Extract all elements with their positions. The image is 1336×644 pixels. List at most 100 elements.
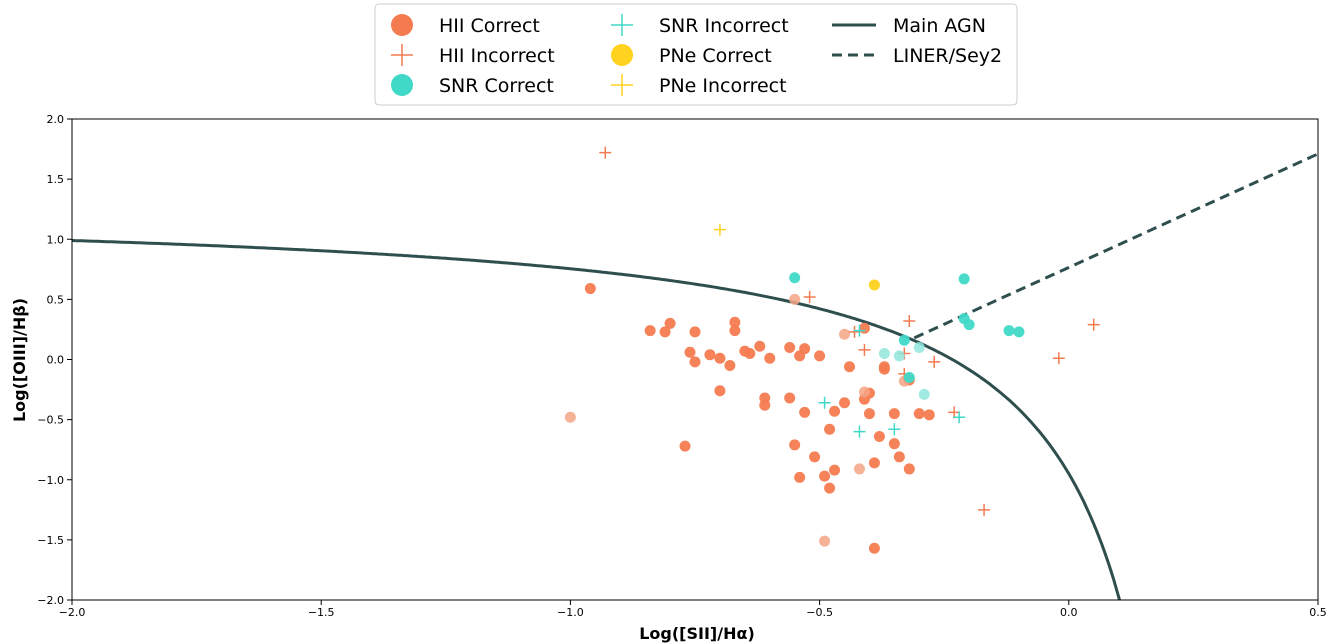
y-tick-label: 1.5 [47, 173, 65, 186]
data-point [714, 352, 726, 364]
liner-sey2-line [913, 152, 1318, 340]
y-tick-label: 0.5 [47, 293, 65, 306]
plot-area [72, 146, 1318, 600]
data-point [789, 293, 801, 305]
series-hii-correct-light [564, 293, 910, 547]
legend: HII Correct HII Incorrect SNR Correct SNR I… [374, 3, 1018, 106]
data-point [893, 451, 905, 463]
data-point [948, 406, 961, 419]
data-point [839, 328, 851, 340]
legend-item-pne-incorrect: PNe Incorrect [611, 74, 787, 97]
y-axis-label: Log([OIII]/Hβ) [10, 298, 29, 422]
legend-marker [391, 44, 413, 66]
data-point [784, 392, 796, 404]
data-point [744, 347, 756, 359]
data-point [799, 343, 811, 355]
data-point [848, 325, 861, 338]
legend-label: PNe Correct [659, 45, 772, 67]
data-point [958, 273, 970, 285]
data-point [903, 372, 915, 384]
data-point [839, 397, 851, 409]
data-point [714, 385, 726, 397]
data-point [818, 396, 831, 409]
legend-item-main-agn: Main AGN [832, 15, 986, 37]
x-tick-label: −1.0 [557, 606, 584, 619]
data-point [684, 346, 696, 358]
data-point [754, 340, 766, 352]
data-point [868, 542, 880, 554]
data-point [928, 355, 941, 368]
data-point [824, 423, 836, 435]
legend-item-snr-incorrect: SNR Incorrect [611, 14, 789, 37]
x-tick-label: −2.0 [59, 606, 86, 619]
data-point [689, 356, 701, 368]
legend-marker [611, 14, 633, 36]
series-hii-correct [584, 283, 935, 554]
data-point [724, 360, 736, 372]
legend-label: Main AGN [893, 15, 986, 37]
data-point [853, 324, 866, 337]
data-point [1052, 352, 1065, 365]
legend-item-snr-correct: SNR Correct [391, 74, 554, 97]
data-point [789, 439, 801, 451]
data-point [868, 457, 880, 469]
data-point [888, 438, 900, 450]
legend-item-hii-incorrect: HII Incorrect [391, 44, 555, 67]
axes: −2.0 −1.5 −1.0 −0.5 0.0 0.5 −2.0 −1.5 −1.0 −0.5 0.… [37, 113, 1326, 619]
data-point [809, 451, 821, 463]
legend-label: PNe Incorrect [659, 75, 787, 97]
y-tick-label: −2.0 [37, 594, 64, 607]
data-point [819, 470, 831, 482]
data-point [853, 463, 865, 475]
legend-marker [611, 74, 633, 96]
data-point [953, 411, 966, 424]
data-point [888, 408, 900, 420]
data-point [829, 464, 841, 476]
legend-item-liner-sey2: LINER/Sey2 [832, 45, 1002, 67]
x-tick-label: 0.0 [1060, 606, 1078, 619]
data-point [844, 361, 856, 373]
y-tick-label: 1.0 [47, 233, 65, 246]
plot-content [72, 146, 1318, 600]
data-point [903, 463, 915, 475]
data-point [963, 319, 975, 331]
series-hii-incorrect [599, 146, 1100, 516]
legend-marker [611, 44, 633, 66]
data-point [784, 341, 796, 353]
legend-label: LINER/Sey2 [893, 45, 1002, 67]
data-point [729, 325, 741, 337]
x-tick-label: −0.5 [806, 606, 833, 619]
legend-label: SNR Incorrect [659, 15, 789, 37]
data-point [584, 283, 596, 295]
data-point [644, 325, 656, 337]
data-point [729, 316, 741, 328]
series-snr-correct-light [878, 341, 930, 400]
data-point [878, 347, 890, 359]
data-point [918, 388, 930, 400]
data-point [803, 290, 816, 303]
data-point [659, 326, 671, 338]
data-point [878, 363, 890, 375]
legend-marker [391, 14, 413, 36]
main-agn-curve [72, 239, 1122, 600]
series-snr-correct [789, 272, 1025, 384]
data-point [888, 423, 901, 436]
data-point [1087, 318, 1100, 331]
y-tick-label: 0.0 [47, 354, 65, 367]
data-point [868, 279, 880, 291]
data-point [664, 317, 676, 329]
data-point [893, 350, 905, 362]
data-point [704, 349, 716, 361]
series-pne-incorrect [713, 223, 726, 236]
data-point [814, 350, 826, 362]
y-tick-label: −0.5 [37, 414, 64, 427]
data-point [903, 315, 916, 328]
data-point [829, 405, 841, 417]
x-tick-label: 0.5 [1309, 606, 1327, 619]
data-point [789, 272, 801, 284]
data-point [679, 440, 691, 452]
data-point [923, 409, 935, 421]
data-point [863, 408, 875, 420]
data-point [799, 406, 811, 418]
data-point [978, 503, 991, 516]
